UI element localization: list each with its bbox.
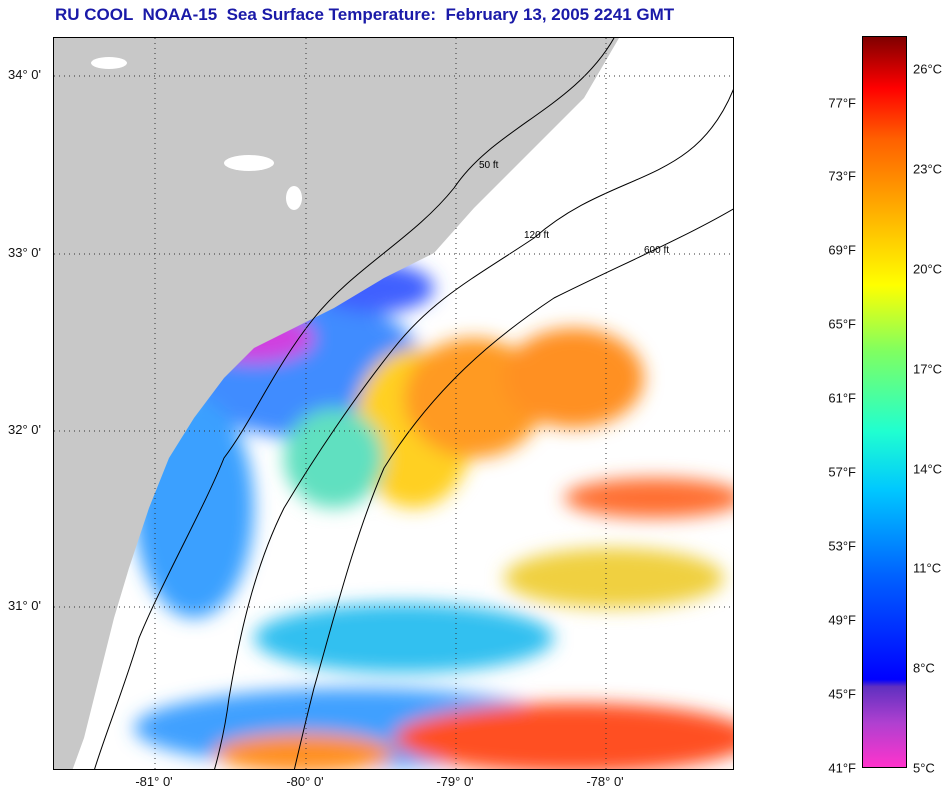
celsius-tick: 20°C	[913, 261, 943, 277]
fahrenheit-tick: 49°F	[828, 612, 856, 628]
fahrenheit-tick: 53°F	[828, 538, 856, 554]
fahrenheit-tick: 57°F	[828, 464, 856, 480]
fahrenheit-tick: 73°F	[828, 168, 856, 184]
fahrenheit-tick: 69°F	[828, 242, 856, 258]
land-area	[54, 38, 619, 769]
depth-contours	[94, 38, 733, 769]
celsius-tick: 14°C	[913, 461, 943, 477]
gridlines	[54, 38, 733, 769]
celsius-tick: 17°C	[913, 361, 943, 377]
sst-map: 50 ft 120 ft 600 ft	[53, 37, 734, 770]
lon-label: -79° 0'	[436, 774, 474, 789]
fahrenheit-tick: 41°F	[828, 760, 856, 776]
temperature-colorbar	[862, 36, 907, 768]
celsius-tick: 5°C	[913, 760, 935, 776]
celsius-tick: 8°C	[913, 660, 935, 676]
celsius-tick: 23°C	[913, 161, 943, 177]
contour-label: 120 ft	[524, 230, 549, 241]
celsius-tick: 11°C	[913, 560, 942, 576]
celsius-tick: 26°C	[913, 61, 943, 77]
sst-map-canvas: 50 ft 120 ft 600 ft	[54, 38, 733, 769]
contour-label: 600 ft	[644, 245, 669, 256]
lat-label: 34° 0'	[8, 67, 41, 82]
lon-label: -78° 0'	[586, 774, 624, 789]
map-title: RU COOL NOAA-15 Sea Surface Temperature:…	[55, 5, 675, 24]
lat-label: 32° 0'	[8, 422, 41, 437]
contour-label: 50 ft	[479, 160, 499, 171]
lat-label: 33° 0'	[8, 245, 41, 260]
lakes	[91, 57, 302, 210]
lat-label: 31° 0'	[8, 598, 41, 613]
fahrenheit-tick: 65°F	[828, 316, 856, 332]
fahrenheit-tick: 77°F	[828, 95, 856, 111]
lon-label: -81° 0'	[135, 774, 173, 789]
fahrenheit-tick: 61°F	[828, 390, 856, 406]
fahrenheit-tick: 45°F	[828, 686, 856, 702]
lon-label: -80° 0'	[286, 774, 324, 789]
